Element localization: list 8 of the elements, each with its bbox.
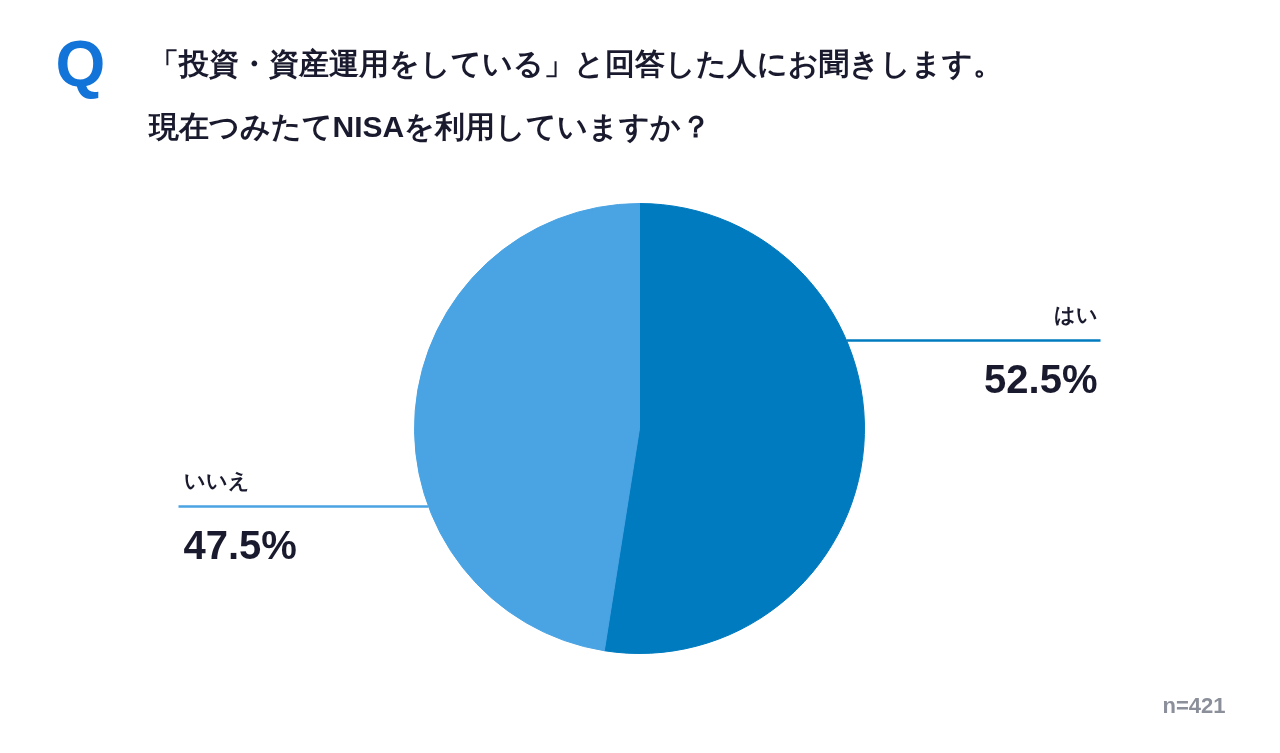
chart-title: 「投資・資産運用をしている」と回答した人にお聞きします。 <box>148 47 1003 81</box>
slice-label: いいえ <box>183 469 250 492</box>
text: Q <box>55 27 106 100</box>
text: n=421 <box>1162 693 1226 718</box>
data-label: 47.5% <box>183 522 297 567</box>
data-label: 52.5% <box>984 356 1098 401</box>
slice-label: はい <box>1053 303 1098 326</box>
chart-subtitle: 現在つみたてNISAを利用していますか？ <box>147 110 712 144</box>
